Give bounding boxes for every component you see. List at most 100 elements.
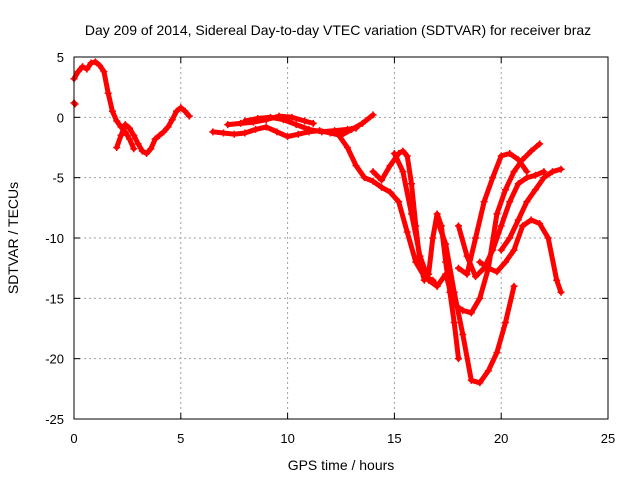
data-point (220, 129, 228, 137)
data-point (442, 240, 450, 248)
data-point (531, 171, 539, 179)
data-point (489, 246, 497, 254)
data-point (540, 174, 548, 182)
y-tick-label: -25 (45, 412, 64, 427)
y-tick-label: 5 (57, 50, 64, 65)
data-point (343, 144, 351, 151)
data-point (506, 150, 514, 158)
data-point (79, 63, 87, 71)
data-point (386, 162, 394, 170)
x-tick-label: 5 (177, 431, 184, 446)
data-point (489, 174, 497, 182)
data-point (450, 318, 458, 326)
data-point (493, 268, 501, 276)
data-point (254, 115, 262, 123)
data-point (71, 100, 79, 108)
data-point (224, 121, 232, 129)
data-point (352, 162, 360, 170)
data-point (241, 129, 249, 137)
data-point (83, 65, 91, 73)
data-point (262, 123, 270, 131)
data-point (143, 150, 151, 158)
data-point (523, 174, 531, 182)
data-point (386, 188, 394, 196)
data-point (230, 130, 238, 138)
data-point (279, 116, 287, 124)
data-point (493, 210, 501, 218)
data-point (403, 228, 411, 236)
data-point (425, 276, 433, 284)
x-tick-label: 0 (70, 431, 77, 446)
data-point (378, 183, 386, 191)
data-point (454, 222, 462, 230)
data-point (126, 124, 134, 132)
data-point (514, 156, 522, 164)
data-point (309, 119, 317, 127)
x-axis-title: GPS time / hours (288, 457, 395, 473)
data-point (433, 210, 441, 218)
data-point (252, 125, 260, 133)
y-axis-title: SDTVAR / TECUs (5, 182, 21, 294)
data-point (369, 168, 377, 176)
series-trace (498, 166, 564, 253)
data-point (523, 168, 531, 176)
series-trace (242, 114, 359, 135)
data-point (531, 186, 539, 194)
series-8 (390, 140, 544, 317)
data-point (501, 318, 509, 326)
series-13 (497, 165, 565, 254)
data-point (108, 107, 116, 115)
data-point (331, 127, 339, 135)
data-point (369, 177, 377, 185)
data-point (160, 128, 168, 136)
data-point (104, 89, 112, 97)
data-point (501, 186, 509, 194)
series-trace (114, 105, 192, 156)
data-point (493, 349, 501, 357)
data-point (164, 123, 172, 131)
data-point (288, 113, 296, 121)
series-trace (434, 217, 517, 386)
data-point (181, 107, 189, 115)
series-0 (70, 99, 79, 108)
data-point (301, 117, 309, 125)
data-point (305, 125, 313, 133)
data-point (557, 288, 565, 296)
series-9 (433, 216, 518, 387)
data-point (510, 168, 518, 176)
data-point (237, 119, 245, 127)
data-point (96, 61, 104, 69)
x-tick-label: 25 (601, 431, 615, 446)
series-trace (391, 141, 543, 316)
data-point (151, 135, 159, 143)
x-tick-label: 15 (387, 431, 401, 446)
data-point (113, 117, 121, 125)
data-point (476, 294, 484, 302)
data-point (557, 165, 565, 173)
data-point (121, 121, 129, 129)
data-point (506, 198, 514, 206)
data-point (113, 144, 121, 151)
data-point (130, 131, 138, 139)
data-point (519, 222, 527, 230)
grid-layer (74, 57, 608, 419)
data-point (536, 220, 544, 228)
data-point (117, 131, 125, 139)
data-point (472, 234, 480, 242)
data-point (395, 198, 403, 206)
data-point (185, 112, 193, 120)
data-point (467, 376, 475, 384)
data-point (506, 234, 514, 242)
chart-title: Day 209 of 2014, Sidereal Day-to-day VTE… (85, 22, 591, 38)
series-11 (454, 168, 548, 281)
data-point (484, 264, 492, 272)
data-point (454, 355, 462, 363)
data-point (467, 309, 475, 317)
series-1 (70, 58, 138, 153)
data-point (318, 128, 326, 136)
data-point (501, 258, 509, 266)
series-trace (210, 112, 376, 140)
data-point (284, 133, 292, 141)
data-point (335, 131, 343, 139)
data-point (273, 128, 281, 136)
